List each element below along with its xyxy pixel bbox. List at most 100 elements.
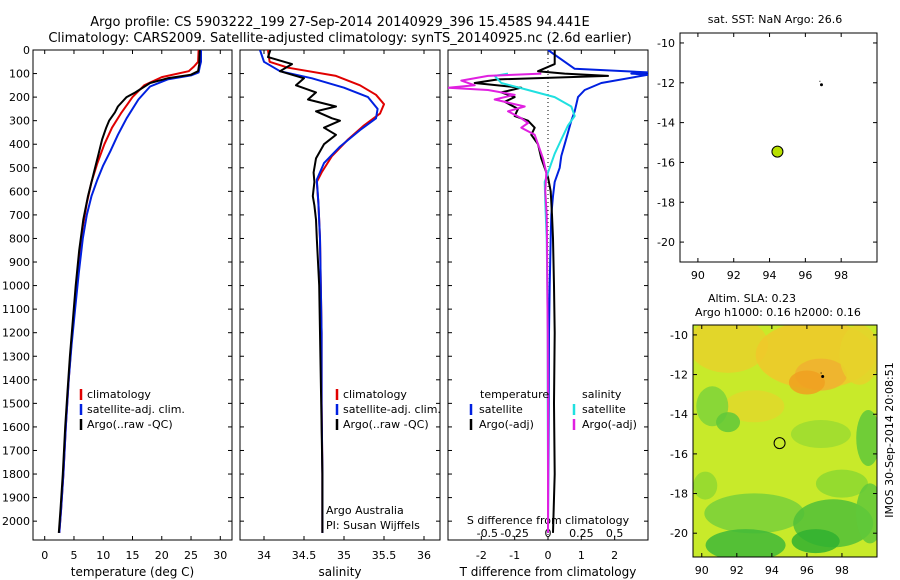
depth-tick-label-400: 400 (9, 138, 30, 151)
depth-tick-label-1900: 1900 (2, 492, 30, 505)
diff-legend-title-salinity: salinity (582, 388, 622, 401)
imos-side-label: IMOS 30-Sep-2014 20:08:51 (883, 362, 896, 517)
sla-map-ytick-label--16: -16 (670, 448, 688, 461)
sst-map-ytick-label--12: -12 (657, 77, 675, 90)
depth-tick-label-300: 300 (9, 115, 30, 128)
depth-tick-label-1600: 1600 (2, 421, 30, 434)
sst-map-ytick-label--16: -16 (657, 156, 675, 169)
sla-map-xtick-label-92: 92 (730, 564, 744, 577)
sla-map-float-marker (773, 437, 786, 450)
depth-tick-label-900: 900 (9, 256, 30, 269)
depth-tick-label-600: 600 (9, 185, 30, 198)
salinity-xtick-label-36: 36 (417, 549, 431, 562)
panel-sst-map: 90 92 94 96 98 -10 -12 -14 -16 -18 -20 sat. SST: Na… (657, 13, 878, 282)
sst-map-float-marker (771, 145, 784, 158)
sst-map-xtick-label-90: 90 (691, 269, 705, 282)
temperature-xtick-label-30: 30 (213, 549, 227, 562)
panel-temperature: 0100200300400500600700800900100011001200… (2, 44, 233, 579)
depth-tick-label-800: 800 (9, 232, 30, 245)
sla-heatmap (693, 325, 877, 557)
sla-map-track-end (821, 375, 825, 379)
sla-map-xtick-label-90: 90 (695, 564, 709, 577)
sla-blob-9 (856, 410, 877, 467)
temperature-xlabel: temperature (deg C) (71, 565, 194, 579)
temperature-legend-label-sat: satellite-adj. clim. (87, 403, 185, 416)
depth-tick-label-1200: 1200 (2, 327, 30, 340)
depth-tick-label-1300: 1300 (2, 350, 30, 363)
diff-legend-label-3: Argo(-adj) (582, 418, 637, 431)
differences-series-s_argo-3 (448, 72, 549, 533)
sla-blob-5 (724, 390, 785, 423)
depth-tick-label-0: 0 (23, 44, 30, 57)
sla-blob-11 (704, 493, 805, 534)
depth-tick-label-700: 700 (9, 209, 30, 222)
diff-legend-label-0: satellite (479, 403, 523, 416)
temperature-xtick-label-0: 0 (41, 549, 48, 562)
panel-salinity: 34 34.5 35 35.5 36 salinity climatology satelli… (239, 49, 441, 579)
diff-s-tick-label-4: 0.5 (606, 527, 624, 540)
salinity-legend-label-argo: Argo(..raw -QC) (343, 418, 429, 431)
temperature-legend-label-argo: Argo(..raw -QC) (87, 418, 173, 431)
diff-legend-label-2: satellite (582, 403, 626, 416)
sla-blob-7 (716, 412, 741, 433)
depth-tick-label-100: 100 (9, 68, 30, 81)
differences-series-argo-1 (473, 50, 609, 533)
sst-map-xtick-label-92: 92 (727, 269, 741, 282)
title-line-2: Climatology: CARS2009. Satellite-adjuste… (48, 31, 631, 46)
depth-tick-label-1500: 1500 (2, 397, 30, 410)
depth-tick-label-1400: 1400 (2, 374, 30, 387)
sst-map-xtick-label-98: 98 (834, 269, 848, 282)
sst-map-ytick-label--18: -18 (657, 196, 675, 209)
diff-s-tick-label-2: 0 (545, 527, 552, 540)
sla-title-line-2: Argo h1000: 0.16 h2000: 0.16 (695, 306, 861, 319)
salinity-xtick-label-34.5: 34.5 (292, 549, 317, 562)
temperature-series-argo-2 (57, 50, 201, 533)
depth-tick-label-1800: 1800 (2, 468, 30, 481)
diff-s-tick-label-1: -0.25 (500, 527, 528, 540)
diff-s-tick-label-3: 0.25 (569, 527, 594, 540)
sst-map-ytick-label--10: -10 (657, 37, 675, 50)
temperature-xtick-label-15: 15 (126, 549, 140, 562)
salinity-xlabel: salinity (318, 565, 361, 579)
diff-s-tick-label-0: -0.5 (477, 527, 498, 540)
sst-title: sat. SST: NaN Argo: 26.6 (708, 13, 842, 26)
sla-map-frame (692, 324, 878, 558)
differences-xtick-label-1: 1 (578, 549, 585, 562)
temperature-xtick-label-5: 5 (70, 549, 77, 562)
sla-map-ytick-label--20: -20 (670, 527, 688, 540)
sla-map-ytick-label--18: -18 (670, 488, 688, 501)
differences-series-sat-0 (547, 50, 648, 533)
sla-blob-14 (791, 529, 840, 554)
sla-blob-4 (839, 325, 877, 385)
sla-map-ytick-label--10: -10 (670, 329, 688, 342)
differences-xtick-label-2: 2 (611, 549, 618, 562)
sla-blob-15 (693, 471, 718, 500)
sla-map-xtick-label-94: 94 (765, 564, 779, 577)
differences-xlabel: T difference from climatology (459, 565, 637, 579)
sla-blob-3 (788, 370, 825, 395)
sla-blob-16 (855, 483, 877, 544)
salinity-legend-label-sat: satellite-adj. clim. (343, 403, 441, 416)
depth-tick-label-2000: 2000 (2, 515, 30, 528)
salinity-xtick-label-35: 35 (337, 549, 351, 562)
salinity-series-sat-1 (259, 50, 379, 533)
temperature-frame (32, 49, 233, 541)
plots-layer: 0100200300400500600700800900100011001200… (2, 13, 896, 579)
depth-tick-label-500: 500 (9, 162, 30, 175)
sla-blob-10 (815, 469, 868, 498)
sla-map-xtick-label-98: 98 (835, 564, 849, 577)
depth-tick-label-1700: 1700 (2, 444, 30, 457)
salinity-xtick-label-34: 34 (257, 549, 271, 562)
diff-legend-title-temperature: temperature (480, 388, 549, 401)
sla-map-ytick-label--14: -14 (670, 408, 688, 421)
sla-map-xtick-label-96: 96 (800, 564, 814, 577)
credit-line-2: PI: Susan Wijffels (326, 519, 420, 532)
sla-blob-8 (790, 420, 851, 449)
depth-tick-label-1100: 1100 (2, 303, 30, 316)
temperature-legend-label-clim: climatology (87, 388, 151, 401)
salinity-xtick-label-35.5: 35.5 (372, 549, 397, 562)
credit-line-1: Argo Australia (326, 504, 404, 517)
differences-xtick-label--2: -2 (476, 549, 487, 562)
